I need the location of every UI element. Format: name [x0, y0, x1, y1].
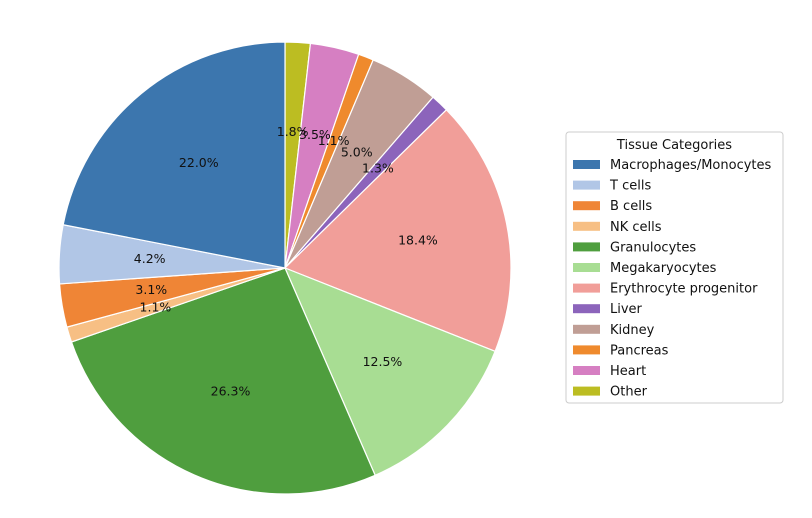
pie-percent-labels: 1.8%3.5%1.1%5.0%1.3%18.4%12.5%26.3%1.1%3… — [134, 124, 438, 399]
pie-percent-label: 4.2% — [134, 251, 166, 266]
pie-percent-label: 1.8% — [277, 124, 309, 139]
pie-percent-label: 3.1% — [135, 282, 167, 297]
pie-slice-megakaryocytes — [283, 266, 496, 477]
legend-label: Other — [610, 385, 648, 400]
pie-slices — [58, 41, 512, 495]
legend-entry: Kidney — [573, 323, 655, 338]
legend-swatch — [573, 324, 600, 334]
legend-entry: NK cells — [573, 220, 662, 235]
legend-swatch — [573, 201, 600, 211]
legend-swatch — [573, 180, 600, 190]
legend-swatch — [573, 386, 600, 396]
pie-percent-label: 1.1% — [140, 299, 172, 314]
legend-entry: Heart — [573, 364, 646, 379]
pie-percent-label: 26.3% — [211, 384, 251, 399]
legend-title: Tissue Categories — [616, 138, 732, 153]
pie-percent-label: 12.5% — [363, 354, 403, 369]
legend-label: Liver — [610, 302, 643, 317]
legend-swatch — [573, 263, 600, 272]
legend-frame — [565, 131, 784, 404]
legend-label: NK cells — [610, 220, 662, 235]
legend-entry: Liver — [573, 302, 643, 317]
pie-slice-granulocytes — [70, 267, 376, 495]
legend-label: Macrophages/Monocytes — [610, 158, 772, 173]
legend-label: Heart — [610, 364, 646, 379]
legend-entry: Granulocytes — [573, 240, 696, 255]
legend-label: T cells — [609, 179, 651, 194]
pie-slice-macrophages-monocytes — [62, 41, 286, 269]
legend-entry: Pancreas — [573, 343, 669, 358]
legend-label: B cells — [610, 199, 652, 214]
legend-entry: Megakaryocytes — [573, 261, 717, 276]
legend-swatch — [573, 221, 600, 231]
legend-entry: Erythrocyte progenitor — [573, 282, 758, 297]
legend-swatch — [573, 345, 600, 355]
legend: Tissue Categories Macrophages/Monocytes T… — [565, 131, 784, 404]
pie-slice-erythrocyte-progenitor — [283, 108, 512, 353]
legend-swatch — [573, 160, 600, 169]
legend-swatch — [573, 283, 600, 293]
pie-percent-label: 3.5% — [299, 127, 331, 142]
pie-percent-label: 1.1% — [318, 133, 350, 148]
legend-swatch — [573, 366, 600, 375]
legend-entries: Macrophages/Monocytes T cells B cells NK ce… — [573, 158, 772, 400]
pie-percent-label: 22.0% — [179, 155, 219, 170]
legend-entry: Macrophages/Monocytes — [573, 158, 772, 173]
legend-label: Erythrocyte progenitor — [610, 282, 758, 297]
legend-entry: Other — [573, 385, 648, 400]
legend-label: Pancreas — [610, 343, 669, 358]
legend-label: Kidney — [610, 323, 655, 338]
legend-entry: B cells — [573, 199, 652, 214]
legend-swatch — [573, 242, 600, 252]
legend-label: Megakaryocytes — [610, 261, 717, 276]
legend-label: Granulocytes — [610, 240, 696, 255]
pie-percent-label: 18.4% — [398, 233, 438, 248]
legend-entry: T cells — [573, 179, 651, 194]
pie-percent-label: 1.3% — [362, 161, 394, 176]
legend-swatch — [573, 304, 600, 314]
pie-percent-label: 5.0% — [341, 144, 373, 159]
